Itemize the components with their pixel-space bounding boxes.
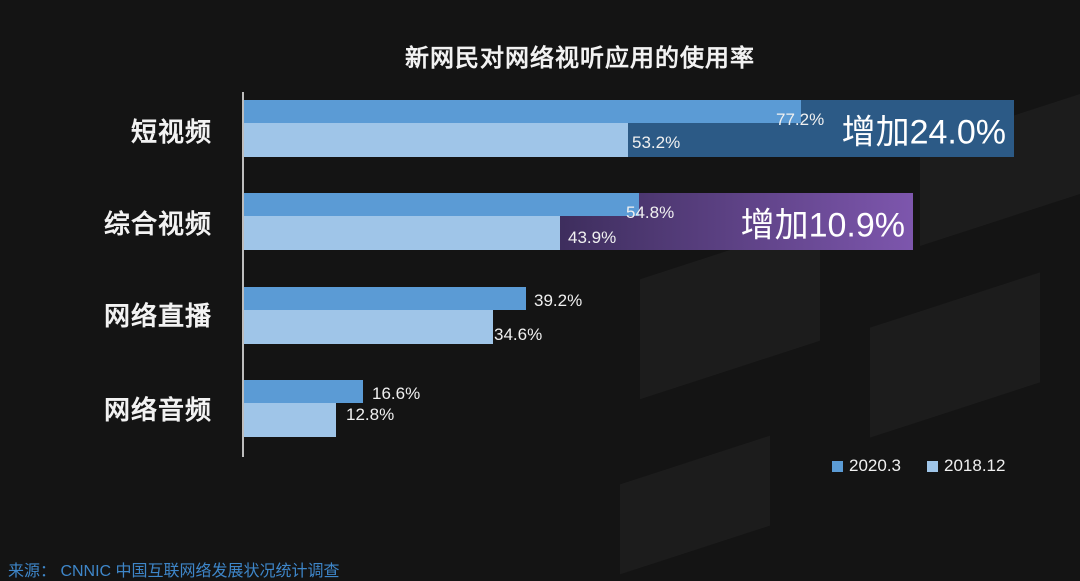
bar-2018-general-video: [244, 216, 560, 250]
legend-swatch: [927, 460, 938, 472]
increase-label: 增加24.0%: [841, 113, 1006, 151]
category-label: 短视频: [130, 117, 212, 147]
legend-label: 2018.12: [944, 456, 1006, 475]
value-label: 16.6%: [372, 384, 421, 403]
bar-2020-general-video: [244, 193, 639, 216]
bar-2018-audio: [244, 403, 336, 437]
category-label: 网络音频: [103, 395, 212, 425]
value-label: 77.2%: [776, 110, 825, 129]
category-label: 综合视频: [103, 209, 212, 239]
bar-2018-live-stream: [244, 310, 493, 344]
chart-title: 新网民对网络视听应用的使用率: [405, 45, 755, 72]
background-shape: [620, 435, 770, 575]
chart-legend: 2020.3 2018.12: [832, 456, 1005, 476]
value-label: 12.8%: [346, 405, 395, 424]
bar-2020-short-video: [244, 100, 801, 123]
background-shape: [870, 272, 1040, 438]
bar-2020-live-stream: [244, 287, 526, 310]
value-label: 39.2%: [534, 291, 583, 310]
bar-2018-short-video: [244, 123, 628, 157]
legend-label: 2020.3: [849, 456, 901, 475]
source-note: 来源： CNNIC 中国互联网络发展状况统计调查: [8, 563, 340, 580]
bar-2020-audio: [244, 380, 363, 403]
y-axis-line: [242, 92, 244, 457]
value-label: 34.6%: [494, 325, 543, 344]
category-label: 网络直播: [103, 301, 212, 331]
increase-label: 增加10.9%: [740, 206, 905, 244]
value-label: 53.2%: [632, 133, 681, 152]
value-label: 54.8%: [626, 203, 675, 222]
legend-swatch: [832, 460, 843, 472]
value-label: 43.9%: [568, 228, 617, 247]
